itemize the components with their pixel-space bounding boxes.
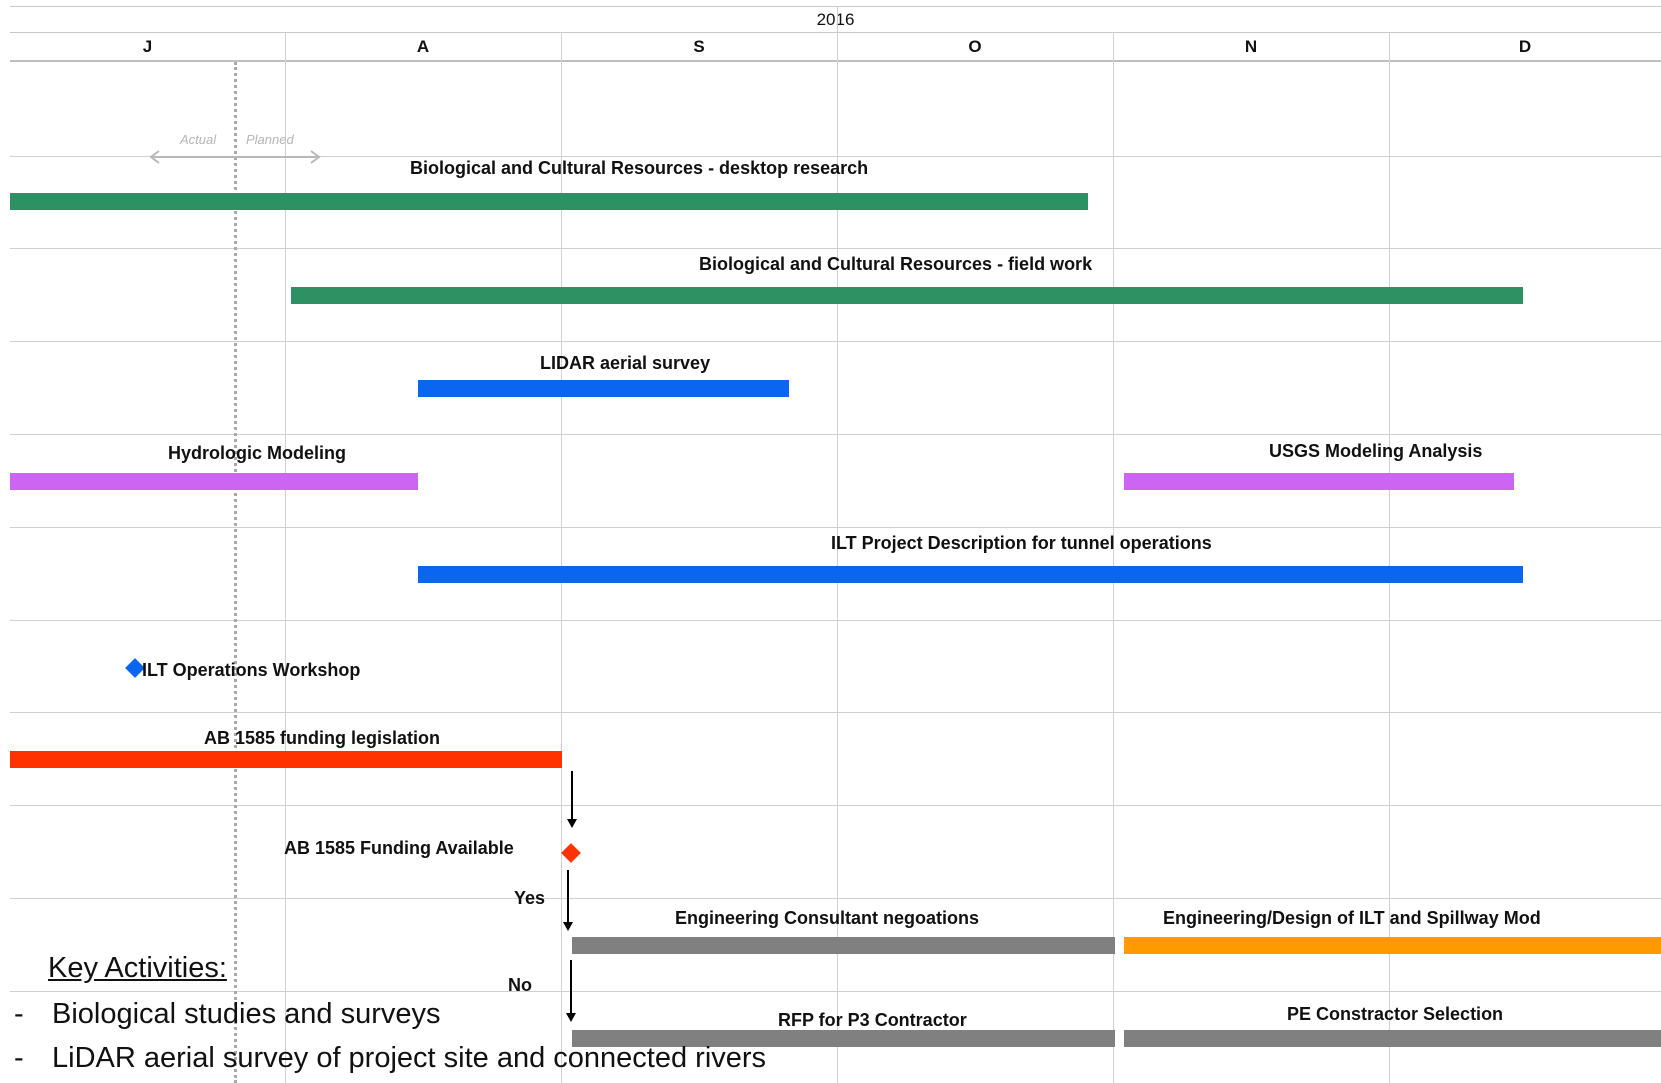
activity-bar — [10, 751, 562, 768]
activity-bar — [10, 193, 1088, 210]
key-activity-text: LiDAR aerial survey of project site and … — [52, 1042, 767, 1074]
activity-bar — [1124, 937, 1661, 954]
yes-branch-label: Yes — [514, 888, 546, 908]
grid-hline — [10, 991, 1661, 992]
milestone-label: ILT Operations Workshop — [142, 660, 361, 680]
activity-label: USGS Modeling Analysis — [1269, 441, 1483, 461]
activity-bar — [1124, 1030, 1661, 1047]
flow-arrow — [571, 771, 573, 821]
flow-arrowhead — [563, 922, 573, 931]
milestone-diamond — [561, 843, 581, 863]
grid-vline — [561, 32, 562, 1083]
flow-arrow — [570, 960, 572, 1015]
activity-label: PE Constractor Selection — [1287, 1004, 1504, 1024]
grid-hline — [10, 156, 1661, 157]
activity-bar — [1124, 473, 1514, 490]
activity-label: Engineering Consultant negoations — [675, 908, 980, 928]
month-header-row: J A S O N D — [10, 32, 1661, 62]
activity-label: Biological and Cultural Resources - fiel… — [699, 254, 1093, 274]
flow-arrow — [567, 870, 569, 924]
month-aug: A — [416, 37, 430, 56]
grid-hline — [10, 527, 1661, 528]
key-bullet: - — [14, 1042, 24, 1074]
month-nov: N — [1244, 37, 1258, 56]
grid-hline — [10, 434, 1661, 435]
month-jul: J — [142, 37, 153, 56]
flow-arrowhead — [567, 819, 577, 828]
activity-label: LIDAR aerial survey — [540, 353, 711, 373]
key-bullet: - — [14, 998, 24, 1030]
activity-label: Biological and Cultural Resources - desk… — [410, 158, 869, 178]
actual-label: Actual — [180, 132, 217, 147]
grid-vline — [837, 6, 838, 1083]
activity-bar — [10, 473, 418, 490]
activity-bar — [418, 380, 789, 397]
grid-vline — [1113, 32, 1114, 1083]
activity-bar — [572, 1030, 1115, 1047]
month-oct: O — [968, 37, 982, 56]
grid-hline — [10, 898, 1661, 899]
actual-planned-arrow — [149, 150, 321, 164]
milestone-label: AB 1585 Funding Available — [284, 838, 514, 858]
activity-bar — [418, 566, 1523, 583]
activity-bar — [572, 937, 1115, 954]
activity-label: AB 1585 funding legislation — [204, 728, 441, 748]
grid-hline — [10, 712, 1661, 713]
grid-vline — [285, 32, 286, 1083]
grid-vline — [1389, 32, 1390, 1083]
activity-bar — [291, 287, 1523, 304]
activity-label: RFP for P3 Contractor — [778, 1010, 967, 1030]
grid-hline — [10, 341, 1661, 342]
status-date-line — [234, 62, 237, 1083]
flow-arrowhead — [566, 1013, 576, 1022]
planned-label: Planned — [246, 132, 294, 147]
key-activities-title: Key Activities: — [48, 952, 227, 984]
key-activity-item: - LiDAR aerial survey of project site and… — [14, 1042, 766, 1075]
month-sep: S — [693, 37, 705, 56]
grid-hline — [10, 248, 1661, 249]
month-dec: D — [1518, 37, 1532, 56]
no-branch-label: No — [508, 975, 532, 995]
year-header: 2016 — [10, 6, 1661, 33]
grid-hline — [10, 805, 1661, 806]
grid-hline — [10, 620, 1661, 621]
key-activity-item: - Biological studies and surveys — [14, 998, 440, 1031]
key-activity-text: Biological studies and surveys — [52, 998, 441, 1030]
activity-label: ILT Project Description for tunnel opera… — [831, 533, 1212, 553]
activity-label: Hydrologic Modeling — [168, 443, 346, 463]
activity-label: Engineering/Design of ILT and Spillway M… — [1163, 908, 1541, 928]
